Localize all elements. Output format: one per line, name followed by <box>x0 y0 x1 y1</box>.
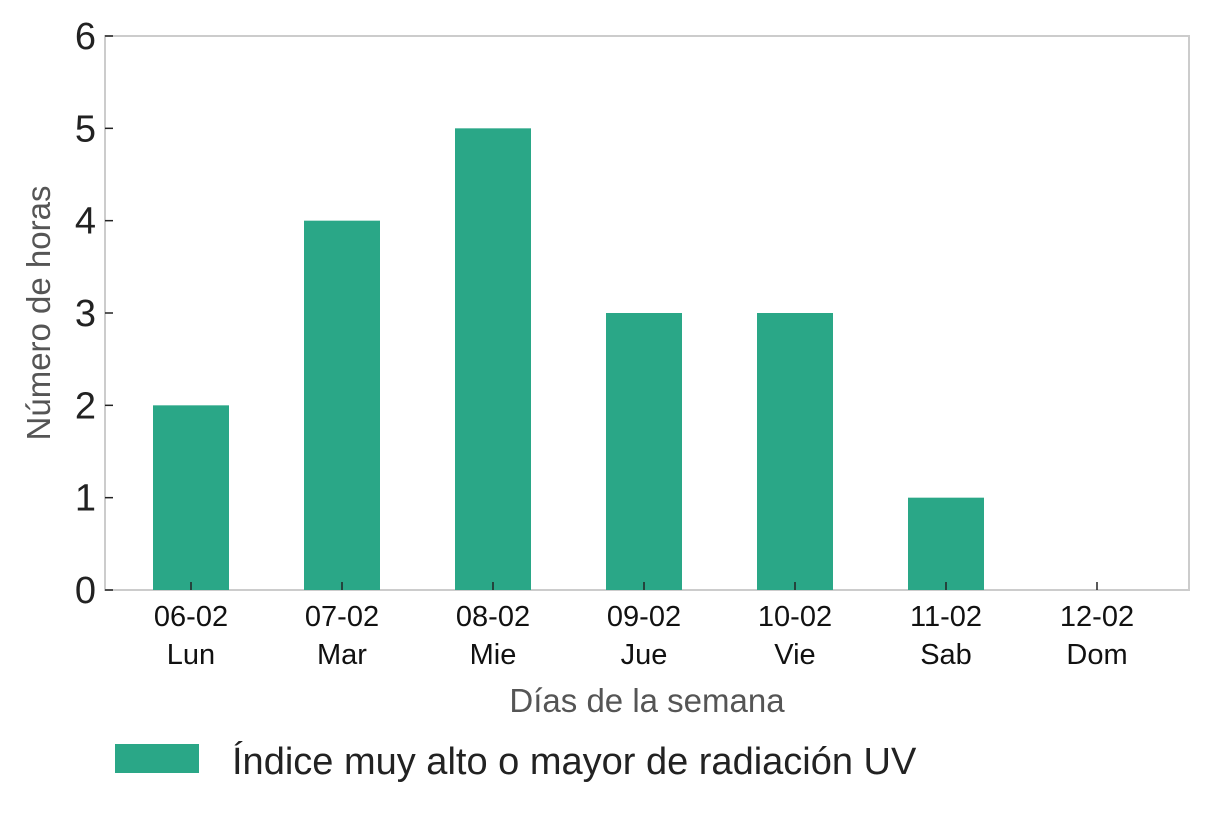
x-tick-label-date-09-02: 09-02 <box>607 601 681 633</box>
legend-swatch <box>115 744 199 773</box>
x-tick-label-date-08-02: 08-02 <box>456 601 530 633</box>
bar-11-02 <box>908 497 984 590</box>
x-tick-label-date-10-02: 10-02 <box>758 601 832 633</box>
y-tick-label-3: 3 <box>75 293 96 335</box>
bar-10-02 <box>757 313 833 590</box>
x-tick-label-day-Jue: Jue <box>621 639 668 671</box>
y-tick-label-0: 0 <box>75 570 96 612</box>
x-tick-label-day-Lun: Lun <box>167 639 215 671</box>
y-tick-label-5: 5 <box>75 108 96 150</box>
bar-09-02 <box>606 313 682 590</box>
x-tick-label-date-07-02: 07-02 <box>305 601 379 633</box>
x-tick-label-date-06-02: 06-02 <box>154 601 228 633</box>
y-tick-label-6: 6 <box>75 16 96 58</box>
bars-layer <box>153 128 984 591</box>
x-tick-label-day-Dom: Dom <box>1066 639 1127 671</box>
x-tick-label-date-11-02: 11-02 <box>910 601 982 633</box>
legend-label: Índice muy alto o mayor de radiación UV <box>232 740 917 783</box>
x-tick-label-day-Sab: Sab <box>920 639 972 671</box>
bar-08-02 <box>455 128 531 591</box>
x-tick-label-day-Mar: Mar <box>317 639 367 671</box>
y-axis-label: Número de horas <box>20 186 57 441</box>
y-tick-label-1: 1 <box>75 478 96 520</box>
y-axis: 0 1 2 3 4 5 6 <box>75 16 113 612</box>
x-axis: 06-02 Lun 07-02 Mar 08-02 Mie 09-02 Jue 10-02 Vie… <box>154 582 1134 671</box>
legend: Índice muy alto o mayor de radiación UV <box>115 740 917 783</box>
x-tick-label-day-Vie: Vie <box>774 639 815 671</box>
y-tick-label-4: 4 <box>75 201 96 243</box>
y-tick-label-2: 2 <box>75 385 96 427</box>
bar-07-02 <box>304 220 380 590</box>
bar-06-02 <box>153 405 229 590</box>
x-tick-label-date-12-02: 12-02 <box>1060 601 1134 633</box>
x-tick-label-day-Mie: Mie <box>470 639 517 671</box>
x-axis-label: Días de la semana <box>509 682 785 719</box>
